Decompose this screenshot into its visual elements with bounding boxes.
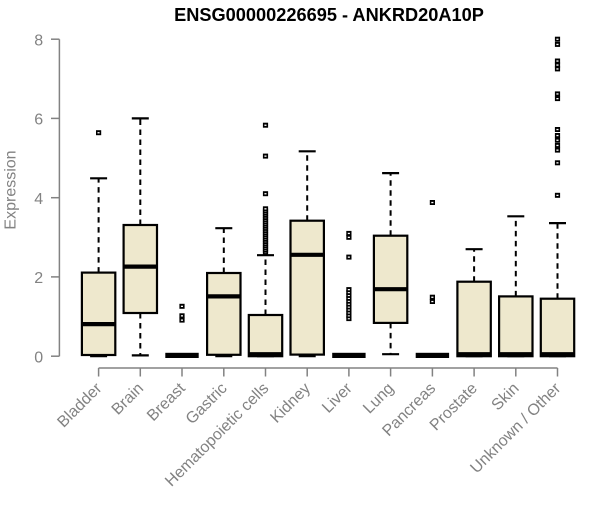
svg-text:ENSG00000226695 - ANKRD20A10P: ENSG00000226695 - ANKRD20A10P — [174, 5, 484, 25]
svg-text:Expression: Expression — [3, 150, 20, 229]
svg-text:2: 2 — [34, 270, 43, 287]
svg-text:4: 4 — [34, 191, 43, 208]
svg-text:0: 0 — [34, 349, 43, 366]
svg-text:8: 8 — [34, 32, 43, 49]
svg-text:6: 6 — [34, 112, 43, 129]
